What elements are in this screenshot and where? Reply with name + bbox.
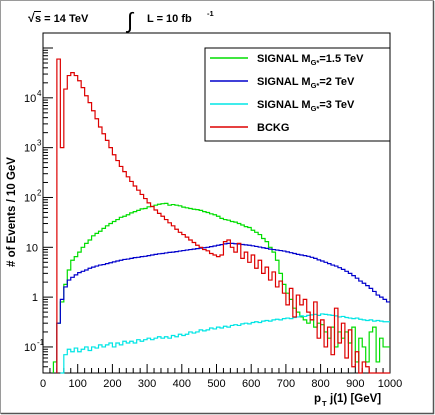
x-tick-label: 400 [173, 378, 191, 390]
x-tick-label: 700 [277, 378, 295, 390]
y-tick-base: 10 [24, 342, 36, 354]
legend-entry: SIGNAL MG*=1.5 TeV [210, 53, 364, 67]
energy-label: √ s = 14 TeV [28, 11, 89, 25]
x-tick-label: 100 [69, 378, 87, 390]
x-axis-title: p T j(1) [GeV] [314, 393, 381, 408]
legend-entry: BCKG [210, 122, 289, 134]
integral-symbol: ∫ [125, 8, 135, 33]
y-tick-base: 10 [24, 93, 36, 105]
y-tick-base: 10 [24, 192, 36, 204]
histogram-series [52, 58, 390, 374]
y-tick-exponent: 3 [37, 139, 42, 148]
y-tick-label: 10 2 [24, 188, 42, 204]
legend-label: SIGNAL MG*=1.5 TeV [257, 53, 364, 67]
x-axis-title-rest: j(1) [GeV] [329, 393, 381, 405]
energy-text: s = 14 TeV [35, 13, 89, 25]
legend-entry: SIGNAL MG*=3 TeV [210, 99, 355, 113]
y-tick-exponent: -1 [37, 338, 45, 347]
legend-entry: SIGNAL MG*=2 TeV [210, 76, 355, 90]
series-line-3 [60, 313, 390, 374]
legend: SIGNAL MG*=1.5 TeV SIGNAL MG*=2 TeV SIGNAL… [204, 47, 391, 142]
x-tick-label: 800 [311, 378, 329, 390]
legend-label: SIGNAL MG*=3 TeV [257, 99, 355, 113]
x-tick-label: 200 [103, 378, 121, 390]
y-tick-label: 1 [32, 292, 38, 304]
x-tick-label: 600 [242, 378, 260, 390]
series-line-4 [56, 58, 390, 374]
y-tick-base: 10 [26, 242, 38, 254]
sqrt-symbol: √ [28, 11, 35, 25]
x-tick-label: 1000 [378, 378, 402, 390]
x-axis-title-sub: T [322, 399, 327, 408]
series-line-2 [56, 242, 390, 373]
legend-label: BCKG [257, 122, 289, 134]
y-tick-label: 10 3 [24, 139, 42, 155]
legend-box [204, 47, 391, 142]
y-tick-label: 10 [26, 242, 38, 254]
x-tick-label: 0 [40, 378, 46, 390]
x-tick-label: 300 [138, 378, 156, 390]
legend-label: SIGNAL MG*=2 TeV [257, 76, 355, 90]
luminosity-text: L = 10 fb [147, 13, 192, 25]
y-tick-label: 10 -1 [24, 338, 45, 354]
y-axis-title: # of Events / 10 GeV [6, 157, 18, 267]
y-tick-base: 10 [24, 143, 36, 155]
y-tick-exponent: 4 [37, 89, 42, 98]
x-tick-label: 900 [346, 378, 364, 390]
x-axis-title-main: p [314, 393, 321, 405]
luminosity-exponent: -1 [207, 9, 214, 18]
y-tick-exponent: 2 [37, 188, 42, 197]
luminosity-label: ∫ L = 10 fb -1 [125, 8, 214, 33]
x-tick-label: 500 [207, 378, 225, 390]
y-tick-base: 1 [32, 292, 38, 304]
y-tick-label: 10 4 [24, 89, 42, 105]
